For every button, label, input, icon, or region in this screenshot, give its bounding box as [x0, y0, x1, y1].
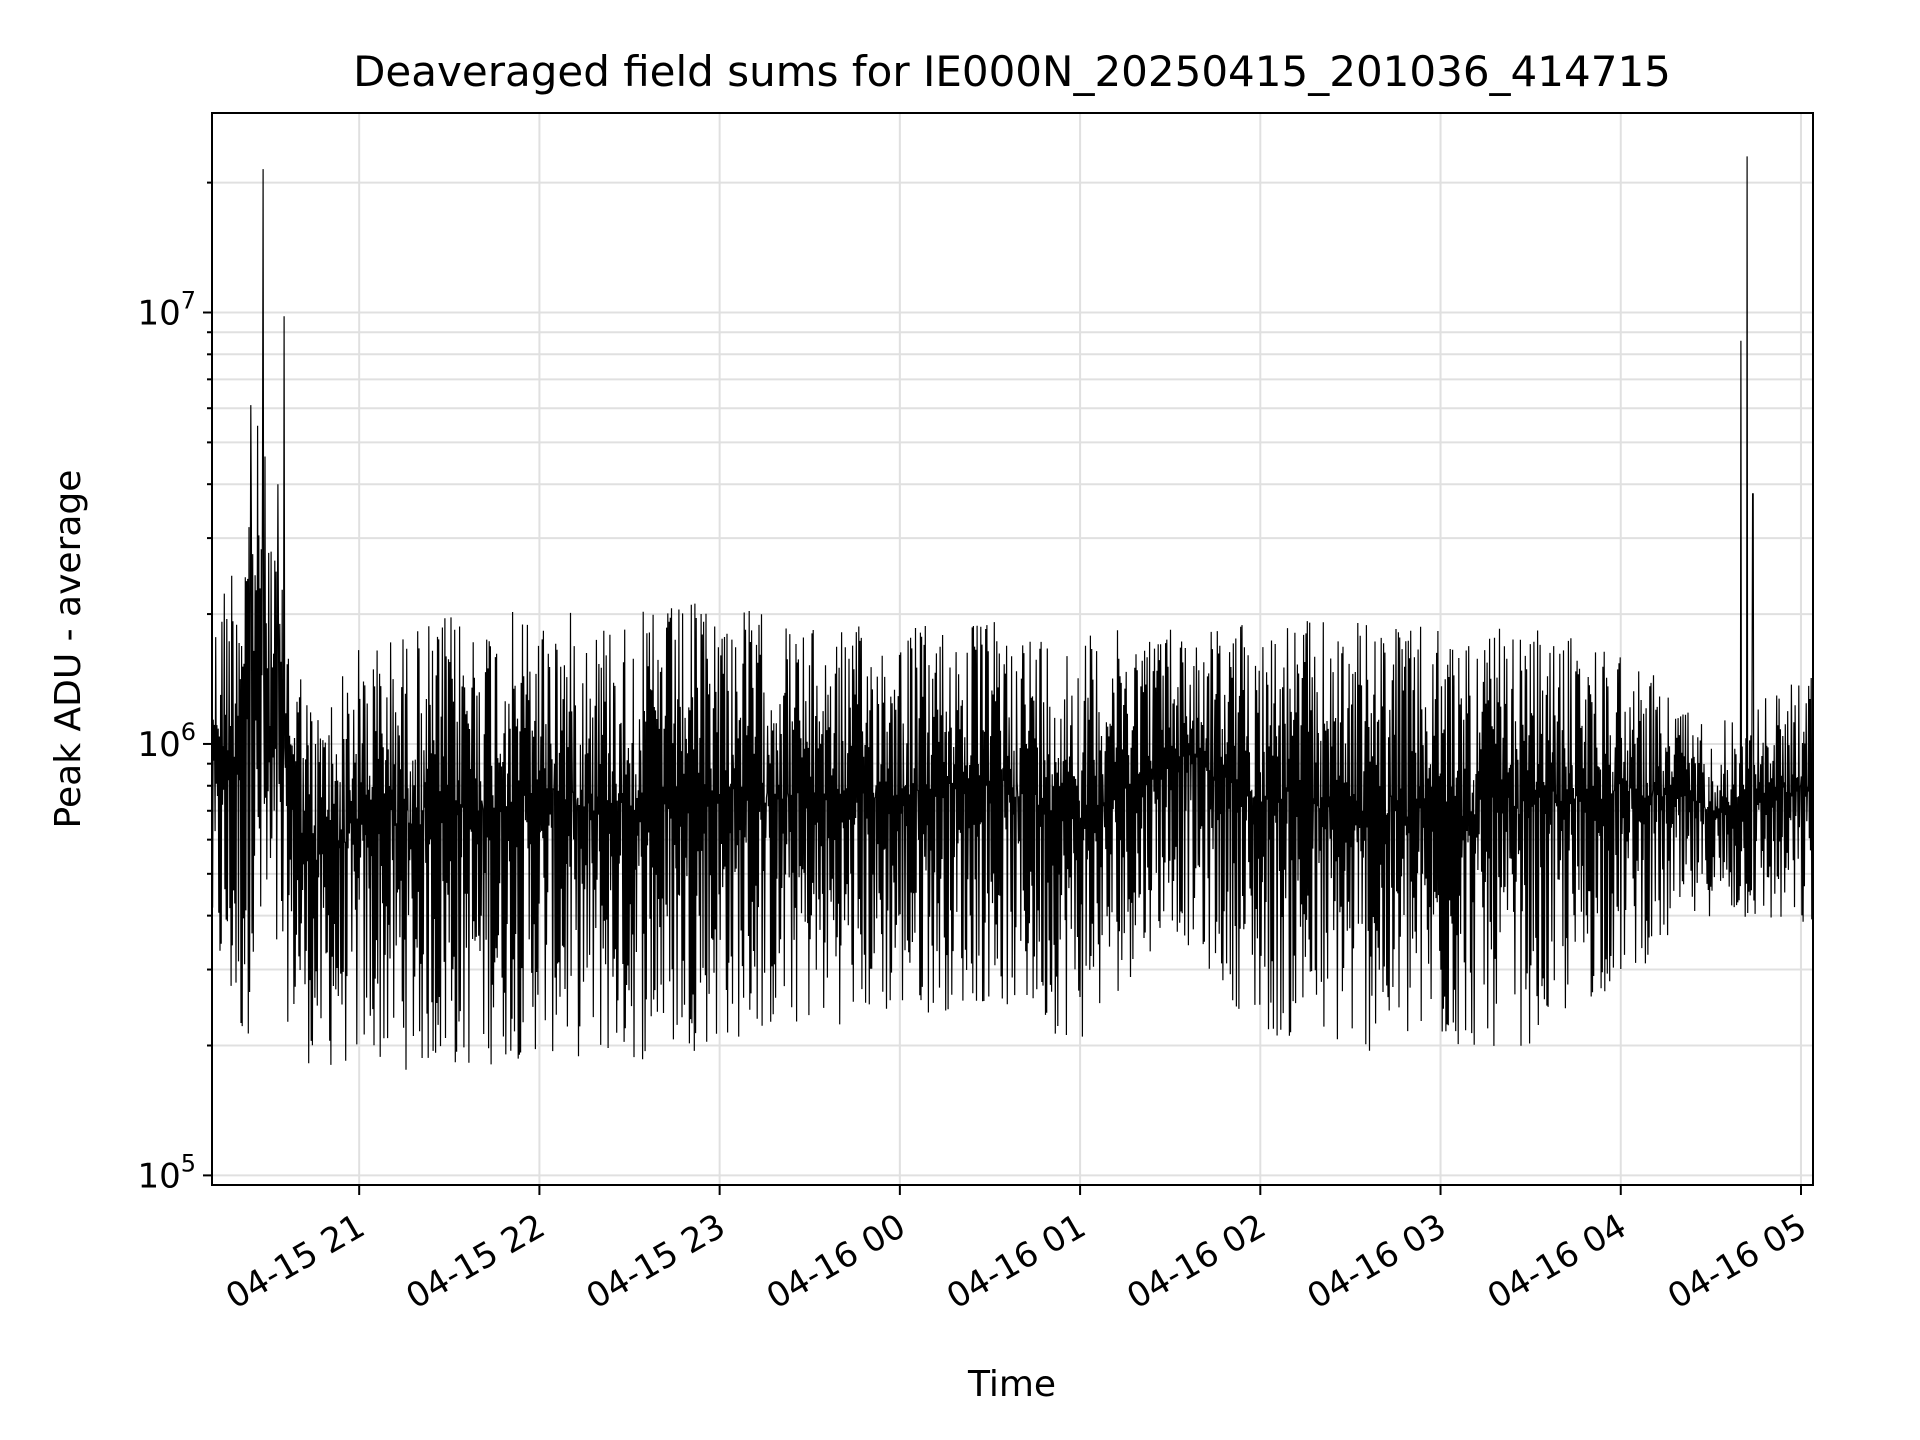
- y-tick-label: 105: [137, 1149, 196, 1196]
- plot-frame: [211, 112, 1814, 1186]
- x-axis-title: Time: [967, 1364, 1056, 1405]
- y-tick-label: 107: [137, 286, 196, 333]
- y-tick-label: 106: [137, 718, 196, 765]
- chart-title: Deaveraged field sums for IE000N_2025041…: [353, 47, 1671, 96]
- y-axis-title: Peak ADU - average: [48, 470, 89, 829]
- series-line: [211, 156, 1814, 1070]
- data-layer: [211, 156, 1814, 1070]
